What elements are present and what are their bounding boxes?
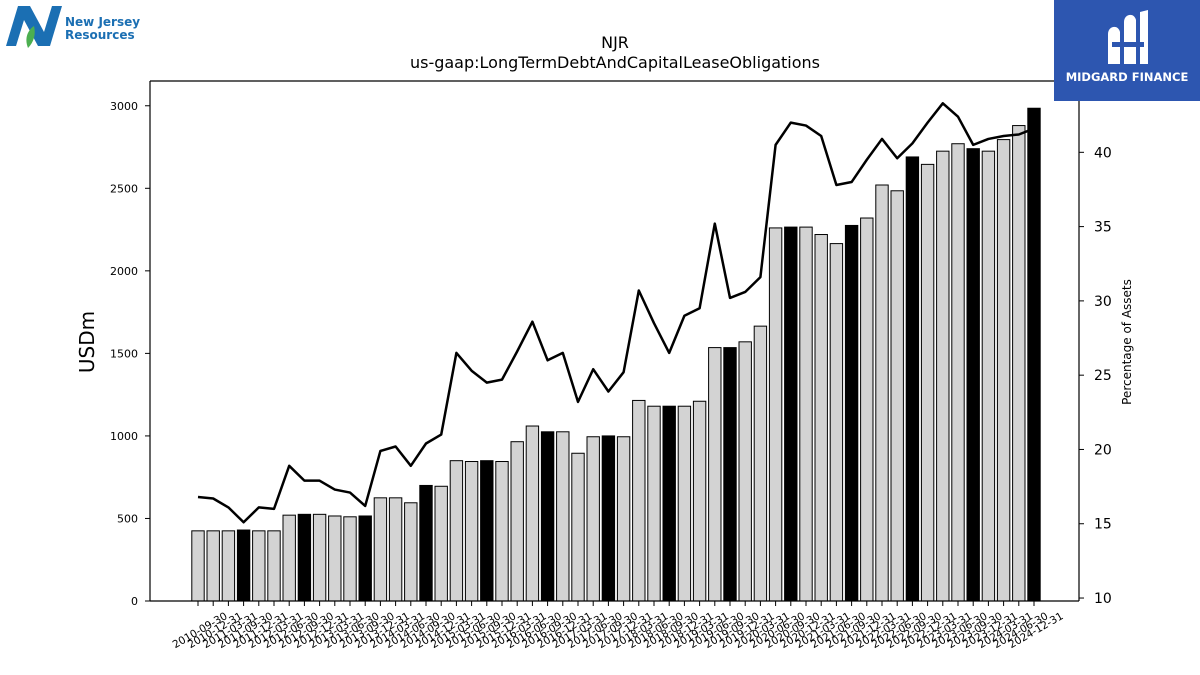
bar-2017-03-31: [571, 452, 585, 602]
bar-2023-06-30: [951, 143, 965, 602]
bar-2013-09-30: [358, 515, 372, 602]
bar-2013-06-30: [343, 516, 357, 602]
bar-2016-03-31: [510, 441, 524, 602]
bar-2019-09-30: [723, 347, 737, 602]
bar-2012-12-31: [312, 513, 327, 602]
bar-2012-03-31: [267, 530, 281, 602]
bar-2022-03-31: [875, 184, 889, 602]
bar-2011-09-30: [236, 529, 251, 602]
bar-2021-06-30: [829, 243, 844, 602]
njr-logo-text: New Jersey Resources: [65, 15, 141, 42]
bar-2018-09-30: [662, 405, 676, 602]
y-tick-label: 1000: [110, 430, 138, 443]
y2-axis-label: Percentage of Assets: [1120, 279, 1134, 405]
bar-2013-03-31: [328, 515, 342, 602]
y2-tick-label: 15: [1094, 517, 1112, 533]
bar-2022-12-31: [920, 163, 935, 602]
bar-2016-06-30: [525, 425, 540, 602]
chart-title-line2: us-gaap:LongTermDebtAndCapitalLeaseOblig…: [410, 53, 820, 72]
bar-2023-09-30: [966, 148, 980, 602]
bar-2015-12-31: [495, 461, 509, 602]
bar-2022-09-30: [905, 156, 920, 602]
y-tick-label: 2000: [110, 265, 138, 278]
bar-2017-09-30: [601, 435, 616, 602]
percentage-of-assets-line: [197, 102, 1035, 524]
bar-2020-12-31: [799, 226, 813, 602]
bar-2019-06-30: [708, 347, 722, 602]
bar-2010-12-31: [206, 530, 220, 602]
y2-tick-label: 35: [1094, 220, 1112, 236]
line-series-group: [197, 102, 1035, 524]
y-tick-label: 1500: [110, 347, 138, 360]
bar-2021-12-31: [860, 217, 874, 602]
y2-tick-label: 30: [1094, 294, 1112, 310]
bar-2023-12-31: [981, 150, 996, 602]
y2-tick-label: 25: [1094, 368, 1112, 384]
bar-2015-09-30: [480, 460, 494, 602]
bar-2014-06-30: [404, 502, 418, 602]
y-tick-label: 500: [117, 512, 138, 525]
chart-title-line1: NJR: [601, 33, 629, 52]
y2-tick-label: 40: [1094, 145, 1112, 161]
bar-2021-09-30: [844, 224, 859, 602]
bar-2023-03-31: [936, 150, 950, 602]
new-jersey-resources-logo: New Jersey Resources: [4, 4, 144, 52]
y-tick-label: 2500: [110, 182, 138, 195]
midgard-logo-icon: [1108, 10, 1148, 64]
bar-2014-12-31: [434, 485, 448, 602]
midgard-finance-logo: MIDGARD FINANCE: [1054, 0, 1200, 101]
bar-2011-12-31: [252, 530, 266, 602]
bar-2021-03-31: [814, 234, 828, 602]
midgard-logo-text: MIDGARD FINANCE: [1065, 70, 1189, 84]
bar-2017-12-31: [616, 436, 631, 602]
bar-2018-12-31: [677, 405, 692, 602]
bar-2011-03-31: [221, 530, 236, 602]
axes: 0500100015002000250030001015202530354020…: [110, 80, 1112, 651]
bar-2016-12-31: [556, 431, 570, 602]
bar-2017-06-30: [586, 436, 600, 602]
bar-2013-12-31: [373, 497, 388, 602]
y-axis-label: USDm: [75, 311, 99, 373]
bar-series: [191, 107, 1041, 602]
bar-2020-09-30: [784, 226, 798, 602]
bar-2020-03-31: [753, 325, 768, 602]
y-tick-label: 3000: [110, 100, 138, 113]
bar-2024-03-31: [996, 139, 1011, 602]
bar-2024-06-30: [1012, 125, 1026, 602]
bar-2018-06-30: [647, 405, 661, 602]
bar-2024-12-31: [1027, 107, 1041, 602]
y2-tick-label: 20: [1094, 442, 1112, 458]
bar-2012-09-30: [297, 513, 312, 602]
y2-tick-label: 10: [1094, 591, 1112, 607]
bar-2010-09-30: [191, 530, 205, 602]
bar-2018-03-31: [632, 399, 646, 602]
bar-2019-12-31: [738, 341, 752, 602]
y-tick-label: 0: [131, 595, 138, 608]
njr-logo-icon: [6, 6, 62, 48]
bar-2020-06-30: [768, 227, 783, 602]
bar-2022-06-30: [890, 190, 904, 602]
bar-2019-03-31: [692, 400, 707, 602]
bar-2015-03-31: [449, 460, 464, 602]
bar-2014-09-30: [419, 484, 433, 602]
bar-2012-06-30: [282, 514, 296, 602]
bar-2016-09-30: [540, 431, 555, 602]
bar-2015-06-30: [464, 461, 479, 602]
bar-2014-03-31: [388, 497, 403, 602]
